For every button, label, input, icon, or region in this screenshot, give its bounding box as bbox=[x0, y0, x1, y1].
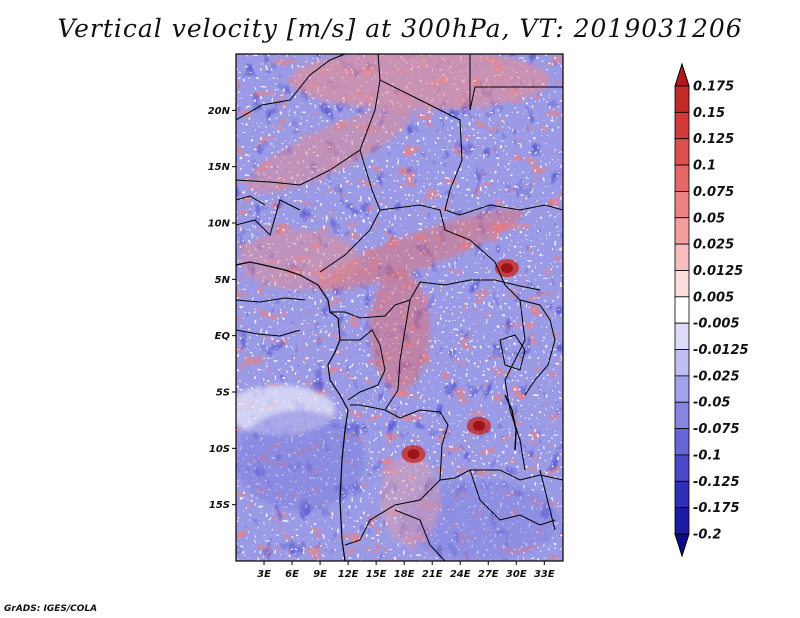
updraft-core bbox=[494, 259, 519, 278]
political-borders bbox=[236, 54, 563, 561]
colorbar-label: 0.125 bbox=[693, 132, 734, 147]
colorbar-swatch bbox=[674, 270, 690, 298]
x-tick-label: 33E bbox=[534, 569, 555, 580]
colorbar-swatch bbox=[674, 322, 690, 350]
y-axis: 20N 15N 10N 5N EQ 5S 10S 15S bbox=[208, 106, 236, 511]
colorbar-swatch bbox=[674, 164, 690, 192]
plot-frame bbox=[235, 53, 564, 562]
x-tick-label: 9E bbox=[313, 569, 327, 580]
x-tick-label: 3E bbox=[257, 569, 271, 580]
colorbar-label: 0.025 bbox=[693, 238, 734, 253]
colorbar-label: 0.05 bbox=[693, 211, 725, 226]
colorbar-label: 0.0125 bbox=[693, 264, 743, 279]
colorbar-label: 0.075 bbox=[693, 185, 734, 200]
colorbar-label: -0.175 bbox=[693, 501, 740, 516]
colorbar-label: 0.005 bbox=[693, 290, 734, 305]
y-tick-label: 10S bbox=[209, 444, 230, 455]
colorbar-swatch bbox=[674, 243, 690, 271]
x-tick-label: 27E bbox=[478, 569, 499, 580]
x-tick-label: 30E bbox=[506, 569, 527, 580]
colorbar-swatch bbox=[674, 428, 690, 456]
colorbar-label: -0.05 bbox=[693, 396, 730, 411]
colorbar-extend-top bbox=[674, 62, 690, 87]
colorbar-swatch bbox=[674, 111, 690, 140]
x-tick-label: 21E bbox=[422, 569, 443, 580]
regional-tints bbox=[236, 54, 560, 560]
colorbar-swatch bbox=[674, 507, 690, 535]
x-tick-label: 12E bbox=[338, 569, 359, 580]
colorbar-swatch bbox=[674, 401, 690, 429]
chart-title: Vertical velocity [m/s] at 300hPa, VT: 2… bbox=[57, 14, 743, 43]
y-tick-label: EQ bbox=[215, 331, 231, 342]
velocity-field bbox=[236, 54, 563, 561]
x-tick-label: 6E bbox=[285, 569, 299, 580]
colorbar-swatch bbox=[674, 191, 690, 219]
y-tick-label: 5N bbox=[215, 275, 231, 286]
colorbar-label: 0.1 bbox=[693, 159, 716, 174]
x-tick-label: 15E bbox=[366, 569, 387, 580]
colorbar-swatch bbox=[674, 217, 690, 245]
colorbar-swatch bbox=[674, 85, 690, 113]
colorbar-label: -0.1 bbox=[693, 448, 721, 463]
grads-credit: GrADS: IGES/COLA bbox=[4, 604, 98, 614]
updraft-core bbox=[466, 416, 491, 435]
colorbar: 0.175 0.15 0.125 0.1 0.075 0.05 0.025 0.0125 0.0… bbox=[674, 62, 749, 558]
colorbar-swatch bbox=[674, 375, 690, 403]
colorbar-swatch bbox=[674, 296, 690, 324]
colorbar-swatch bbox=[674, 454, 690, 482]
colorbar-label: -0.005 bbox=[693, 317, 740, 332]
x-tick-label: 24E bbox=[450, 569, 471, 580]
colorbar-extend-bottom bbox=[674, 533, 690, 558]
x-tick-label: 18E bbox=[394, 569, 415, 580]
colorbar-label: 0.15 bbox=[693, 106, 725, 121]
y-tick-label: 10N bbox=[208, 219, 231, 230]
colorbar-label: -0.125 bbox=[693, 475, 740, 490]
y-tick-label: 15N bbox=[208, 162, 231, 173]
y-tick-label: 20N bbox=[208, 106, 231, 117]
colorbar-swatch bbox=[674, 349, 690, 377]
y-tick-label: 5S bbox=[216, 388, 230, 399]
y-tick-label: 15S bbox=[209, 500, 230, 511]
x-axis: 3E 6E 9E 12E 15E 18E 21E 24E 27E 30E 33E bbox=[257, 561, 555, 580]
colorbar-label: -0.0125 bbox=[693, 343, 749, 358]
colorbar-label: -0.025 bbox=[693, 369, 740, 384]
colorbar-swatch bbox=[674, 480, 690, 509]
colorbar-label: 0.175 bbox=[693, 80, 734, 95]
colorbar-label: -0.2 bbox=[693, 528, 721, 543]
updraft-core bbox=[401, 444, 426, 463]
colorbar-swatch bbox=[674, 138, 690, 166]
colorbar-label: -0.075 bbox=[693, 422, 740, 437]
